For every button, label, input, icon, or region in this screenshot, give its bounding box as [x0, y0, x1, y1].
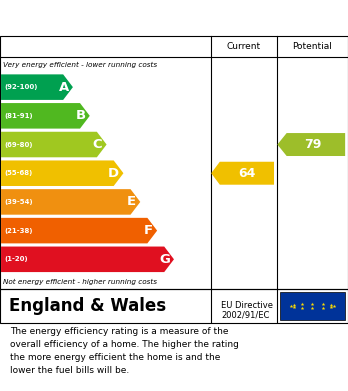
Polygon shape [1, 218, 157, 243]
Text: (81-91): (81-91) [5, 113, 33, 119]
Text: Very energy efficient - lower running costs: Very energy efficient - lower running co… [3, 62, 158, 68]
Polygon shape [211, 162, 274, 185]
Polygon shape [1, 247, 174, 272]
Polygon shape [1, 160, 124, 186]
Polygon shape [277, 133, 345, 156]
Text: C: C [93, 138, 102, 151]
Text: E: E [127, 196, 136, 208]
Text: 79: 79 [304, 138, 321, 151]
Polygon shape [1, 74, 73, 100]
Text: England & Wales: England & Wales [9, 297, 166, 315]
Text: (92-100): (92-100) [5, 84, 38, 90]
Polygon shape [1, 132, 106, 157]
Text: B: B [76, 109, 86, 122]
Text: (55-68): (55-68) [5, 170, 33, 176]
Polygon shape [1, 103, 90, 129]
Text: 2002/91/EC: 2002/91/EC [221, 311, 269, 320]
Text: EU Directive: EU Directive [221, 301, 273, 310]
Text: Current: Current [227, 42, 261, 51]
Text: G: G [159, 253, 170, 266]
Text: The energy efficiency rating is a measure of the
overall efficiency of a home. T: The energy efficiency rating is a measur… [10, 327, 239, 375]
Text: (69-80): (69-80) [5, 142, 33, 147]
Text: D: D [108, 167, 119, 180]
Text: 64: 64 [238, 167, 256, 180]
Polygon shape [1, 189, 140, 215]
Text: (1-20): (1-20) [5, 256, 28, 262]
Text: (21-38): (21-38) [5, 228, 33, 233]
Bar [280, 292, 345, 320]
Text: (39-54): (39-54) [5, 199, 33, 205]
Text: F: F [144, 224, 153, 237]
Text: Energy Efficiency Rating: Energy Efficiency Rating [10, 12, 232, 27]
Text: Not energy efficient - higher running costs: Not energy efficient - higher running co… [3, 278, 158, 285]
Text: Potential: Potential [292, 42, 332, 51]
Text: A: A [58, 81, 69, 93]
